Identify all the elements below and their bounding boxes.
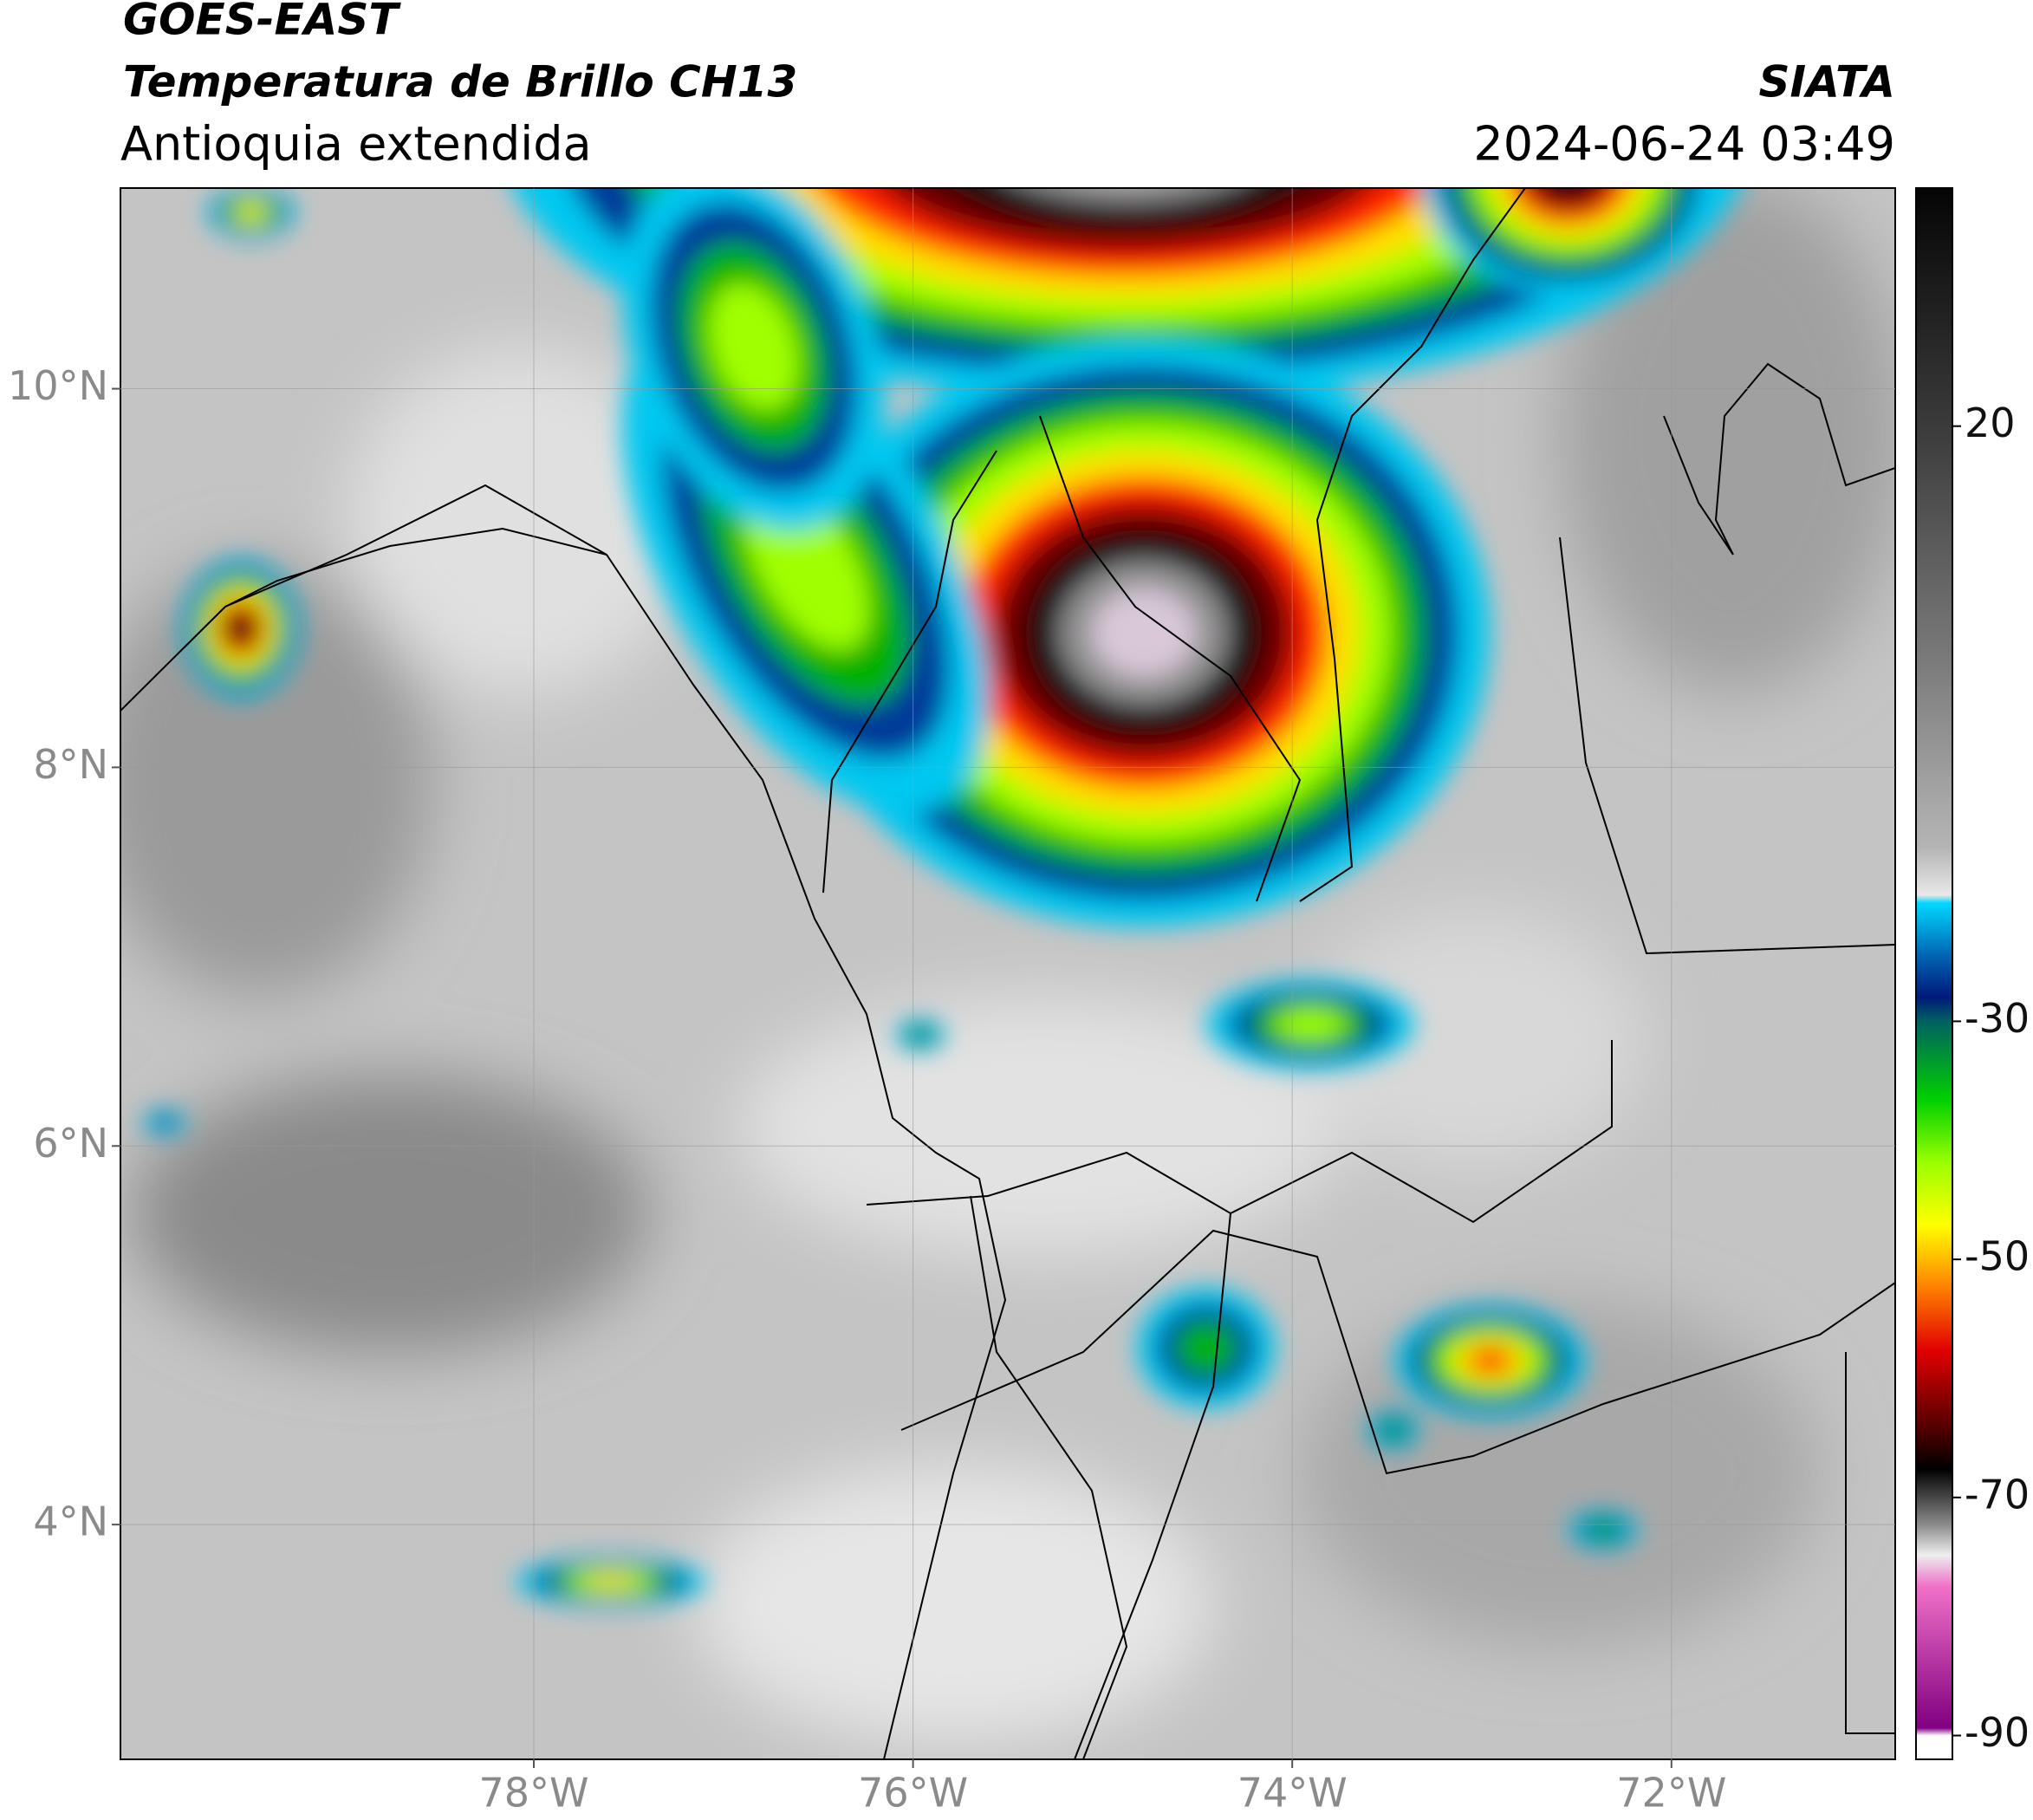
- lat-tick-label: 6°N: [33, 1120, 108, 1167]
- colorbar: [1915, 187, 1953, 1760]
- lon-tick-label: 74°W: [1237, 1770, 1348, 1817]
- cloud-top: [1381, 1421, 1406, 1439]
- colorbar-tick-label: -50: [1965, 1233, 2030, 1280]
- cloud-top: [708, 283, 800, 411]
- colorbar-tick-label: -90: [1965, 1709, 2030, 1756]
- lon-tick-label: 76°W: [858, 1770, 968, 1817]
- colorbar-ticks: 20 -30 -50 -70 -90: [1952, 400, 2030, 1756]
- datetime: 2024-06-24 03:49: [1473, 117, 1895, 172]
- cloud-top: [151, 1115, 179, 1130]
- cloud-top: [238, 205, 264, 220]
- cloud-top: [909, 1028, 932, 1042]
- colorbar-tick-label: 20: [1965, 400, 2016, 446]
- lat-tick-label: 4°N: [33, 1498, 108, 1545]
- cloud-top: [1467, 1347, 1514, 1375]
- cloud-top: [1175, 1320, 1237, 1375]
- region: Antioquia extendida: [120, 117, 592, 172]
- lat-tick-label: 10°N: [8, 362, 108, 409]
- satellite: GOES-EAST: [123, 0, 401, 45]
- borders: [120, 188, 1895, 1759]
- cloud-top: [1274, 1008, 1347, 1041]
- cloud-top: [230, 615, 252, 641]
- cloud-top: [1548, 188, 1589, 197]
- graticule: 78°W 76°W 74°W 72°W 10°N 8°N 6°N 4°N: [8, 188, 1895, 1817]
- map-frame: [120, 187, 1896, 1760]
- satellite-imagery: [120, 100, 1895, 1759]
- source: SIATA: [1759, 57, 1895, 107]
- cloud-top: [583, 1575, 639, 1589]
- cloud-top: [951, 188, 1302, 227]
- cloud-top: [1527, 188, 1610, 211]
- colorbar-tick-label: -70: [1965, 1471, 2030, 1518]
- cloud-top: [1029, 188, 1224, 203]
- lat-tick-label: 8°N: [33, 741, 108, 788]
- product: Temperatura de Brillo CH13: [123, 57, 797, 107]
- lon-tick-label: 72°W: [1616, 1770, 1726, 1817]
- lon-tick-label: 78°W: [478, 1770, 588, 1817]
- cloud-top: [1588, 1521, 1619, 1538]
- colorbar-tick-label: -30: [1965, 995, 2030, 1042]
- cloud-top: [1032, 100, 1220, 179]
- cloud-top: [1091, 588, 1197, 678]
